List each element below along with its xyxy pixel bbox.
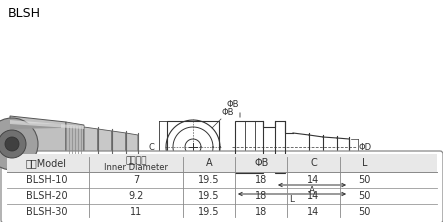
Text: 14: 14 — [307, 207, 320, 217]
Text: BLSH-20: BLSH-20 — [26, 191, 67, 201]
Polygon shape — [10, 120, 84, 129]
Text: 插管内径: 插管内径 — [125, 157, 147, 165]
Bar — [7, 154, 437, 172]
Text: 9.2: 9.2 — [128, 191, 144, 201]
Text: 19.5: 19.5 — [198, 207, 220, 217]
Polygon shape — [66, 122, 84, 166]
Text: C: C — [148, 143, 154, 151]
Text: ΦB: ΦB — [222, 108, 234, 117]
Text: 18: 18 — [255, 175, 268, 185]
Polygon shape — [98, 129, 112, 159]
Text: 50: 50 — [358, 207, 371, 217]
Text: 18: 18 — [255, 207, 268, 217]
Text: L: L — [362, 158, 368, 168]
Polygon shape — [112, 131, 126, 157]
Text: 19.5: 19.5 — [198, 175, 220, 185]
Bar — [275, 121, 285, 173]
Circle shape — [0, 130, 26, 158]
Polygon shape — [10, 159, 61, 165]
Polygon shape — [126, 133, 138, 155]
Text: 14: 14 — [307, 175, 320, 185]
Text: Inner Diameter: Inner Diameter — [104, 163, 168, 172]
Polygon shape — [84, 127, 98, 161]
Text: 19.5: 19.5 — [198, 191, 220, 201]
Text: BLSH-10: BLSH-10 — [26, 175, 67, 185]
Text: BLSH-30: BLSH-30 — [26, 207, 67, 217]
Polygon shape — [10, 116, 66, 172]
Bar — [235, 121, 263, 173]
Text: 18: 18 — [255, 191, 268, 201]
Polygon shape — [10, 123, 61, 129]
Text: 11: 11 — [130, 207, 142, 217]
Circle shape — [0, 118, 38, 170]
Text: C: C — [310, 158, 317, 168]
Text: L: L — [289, 195, 295, 204]
Circle shape — [5, 137, 19, 151]
Text: ΦB: ΦB — [227, 100, 239, 109]
Text: 50: 50 — [358, 191, 371, 201]
Text: 型号Model: 型号Model — [26, 158, 67, 168]
Text: 14: 14 — [307, 191, 320, 201]
Text: 7: 7 — [133, 175, 139, 185]
Text: ΦD: ΦD — [359, 143, 372, 151]
Text: 50: 50 — [358, 175, 371, 185]
Text: A: A — [309, 186, 315, 195]
Text: A: A — [206, 158, 212, 168]
Text: BLSH: BLSH — [8, 7, 41, 20]
Text: ΦB: ΦB — [254, 158, 268, 168]
FancyBboxPatch shape — [1, 151, 443, 222]
